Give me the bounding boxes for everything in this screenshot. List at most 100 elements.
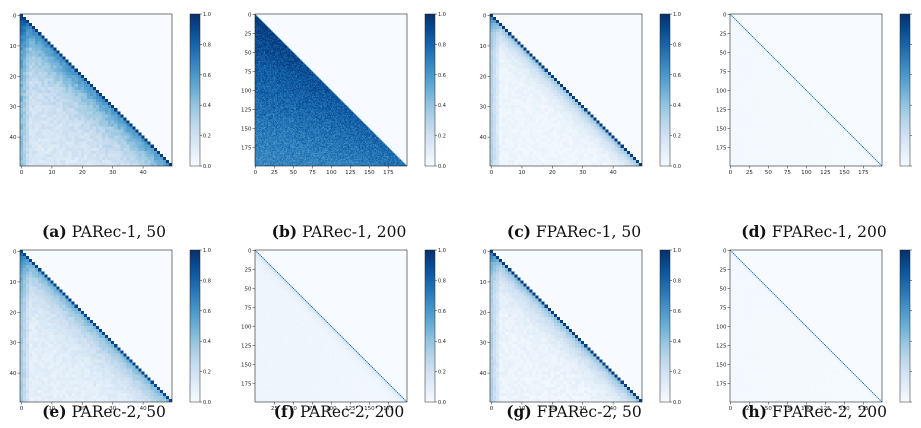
- x-tick-label: 0: [20, 170, 24, 176]
- y-tick-label: 100: [241, 88, 252, 94]
- y-tick-label: 0: [13, 14, 17, 20]
- caption-a: (a) PARec-1, 50: [4, 222, 204, 241]
- x-tick-label: 40: [610, 170, 617, 176]
- heatmap-b: 0 25 50 75 100 125 150 175 0 25 50 75 100 125 150 175 0.…: [241, 12, 446, 176]
- x-tick-label: 20: [79, 406, 86, 412]
- x-tick-label: 75: [309, 170, 316, 176]
- x-tick-label: 50: [765, 170, 772, 176]
- y-tick-label: 10: [480, 280, 487, 286]
- y-tick-label: 75: [245, 305, 252, 311]
- colorbar-tick-label: 0.0: [438, 400, 446, 406]
- heatmap-cells: [255, 14, 407, 166]
- x-tick-label: 75: [309, 406, 316, 412]
- heatmap-d: 0 25 50 75 100 125 150 175 0 25 50 75 100 125 150 175: [716, 12, 912, 176]
- caption-f: (f) PARec-2, 200: [239, 402, 439, 421]
- y-tick-label: 20: [10, 74, 17, 80]
- colorbar-tick-label: 0.2: [438, 370, 446, 376]
- x-tick-label: 175: [383, 170, 394, 176]
- caption-label: (a): [41, 222, 67, 241]
- y-tick-label: 50: [720, 50, 727, 56]
- x-tick-label: 30: [579, 406, 586, 412]
- heatmap-f: 25 50 75 100 125 150 175 0 25 50 75 100 125 150 175 0.0…: [241, 248, 446, 412]
- colorbar-tick-label: 0.4: [203, 103, 211, 109]
- x-tick-label: 25: [271, 406, 278, 412]
- x-tick-label: 25: [271, 170, 278, 176]
- x-tick-label: 10: [48, 170, 55, 176]
- colorbar-tick-label: 0.0: [673, 400, 681, 406]
- caption-text: FPARec-2, 50: [531, 403, 642, 421]
- y-tick-label: 30: [480, 105, 487, 111]
- y-tick-label: 100: [716, 324, 727, 330]
- colorbar-tick-label: 0.8: [203, 278, 211, 284]
- x-tick-label: 100: [326, 406, 337, 412]
- plot-frame: [254, 13, 408, 167]
- plot-frame: [729, 249, 883, 403]
- plot-frame: [254, 249, 408, 403]
- x-tick-label: 10: [518, 406, 525, 412]
- y-tick-label: 100: [241, 324, 252, 330]
- heatmap-cells: [490, 250, 642, 402]
- plot-frame: [489, 13, 643, 167]
- colorbar-tick-label: 1.0: [203, 12, 211, 18]
- y-tick-label: 10: [480, 44, 487, 50]
- caption-label: (f): [273, 402, 296, 421]
- y-tick-label: 30: [10, 341, 17, 347]
- y-tick-label: 50: [720, 286, 727, 292]
- colorbar-tick-label: 0.8: [673, 278, 681, 284]
- y-tick-label: 125: [716, 107, 727, 113]
- plot-frame: [19, 13, 173, 167]
- caption-label: (g): [506, 402, 532, 421]
- y-tick-label: 150: [241, 126, 252, 132]
- y-tick-label: 0: [483, 14, 487, 20]
- caption-text: PARec-2, 50: [66, 403, 166, 421]
- x-tick-label: 150: [839, 170, 850, 176]
- colorbar: 0.0 0.2 0.4 0.6 0.8 1.0: [659, 12, 681, 170]
- x-tick-label: 20: [79, 170, 86, 176]
- x-tick-label: 10: [518, 170, 525, 176]
- colorbar-tick-label: 1.0: [673, 12, 681, 18]
- y-tick-label: 175: [241, 145, 252, 151]
- caption-label: (c): [506, 222, 531, 241]
- y-tick-label: 150: [241, 362, 252, 368]
- x-tick-label: 30: [109, 170, 116, 176]
- colorbar-tick-label: 0.4: [438, 103, 446, 109]
- plot-frame: [489, 249, 643, 403]
- heatmap-c: 0 10 20 30 40 0 10 20 30 40 0.0 0.2 0.4 0.6 0.8 1.0: [480, 12, 681, 176]
- colorbar-tick-label: 0.2: [673, 370, 681, 376]
- x-tick-label: 30: [579, 170, 586, 176]
- heatmap-g: 0 10 20 30 40 0 10 20 30 40 0.0 0.2 0.4 0.6 0.8 1.0: [480, 248, 681, 412]
- heatmap-cells: [490, 14, 642, 166]
- colorbar: 0.0 0.2 0.4 0.6 0.8 1.0: [189, 248, 211, 406]
- x-tick-label: 175: [383, 406, 394, 412]
- y-tick-label: 40: [480, 135, 487, 141]
- colorbar-tick-label: 0.4: [673, 103, 681, 109]
- caption-e: (e) PARec-2, 50: [4, 402, 204, 421]
- x-tick-label: 30: [109, 406, 116, 412]
- colorbar-scale: [189, 249, 201, 403]
- y-tick-label: 0: [248, 248, 252, 254]
- y-tick-label: 75: [245, 69, 252, 75]
- y-tick-label: 20: [480, 310, 487, 316]
- x-tick-label: 75: [784, 406, 791, 412]
- y-tick-label: 0: [723, 248, 727, 254]
- heatmap-h: 0 25 50 75 100 125 150 175 0 25 50 75 100 125 150 175: [716, 248, 912, 412]
- y-tick-label: 25: [245, 267, 252, 273]
- y-tick-label: 100: [716, 88, 727, 94]
- x-tick-label: 0: [20, 406, 24, 412]
- x-tick-label: 0: [729, 170, 733, 176]
- colorbar-tick-label: 0.0: [203, 400, 211, 406]
- colorbar-tick-label: 0.8: [438, 42, 446, 48]
- x-tick-label: 75: [784, 170, 791, 176]
- x-tick-label: 20: [549, 406, 556, 412]
- y-tick-label: 40: [10, 135, 17, 141]
- caption-text: PARec-1, 50: [66, 223, 167, 241]
- x-tick-label: 175: [858, 170, 869, 176]
- colorbar-scale: [659, 13, 671, 167]
- x-tick-label: 0: [729, 406, 733, 412]
- x-tick-label: 125: [820, 406, 831, 412]
- x-tick-label: 10: [48, 406, 55, 412]
- y-tick-label: 75: [720, 69, 727, 75]
- colorbar-tick-label: 0.2: [203, 370, 211, 376]
- y-tick-label: 50: [245, 286, 252, 292]
- y-tick-label: 0: [248, 12, 252, 18]
